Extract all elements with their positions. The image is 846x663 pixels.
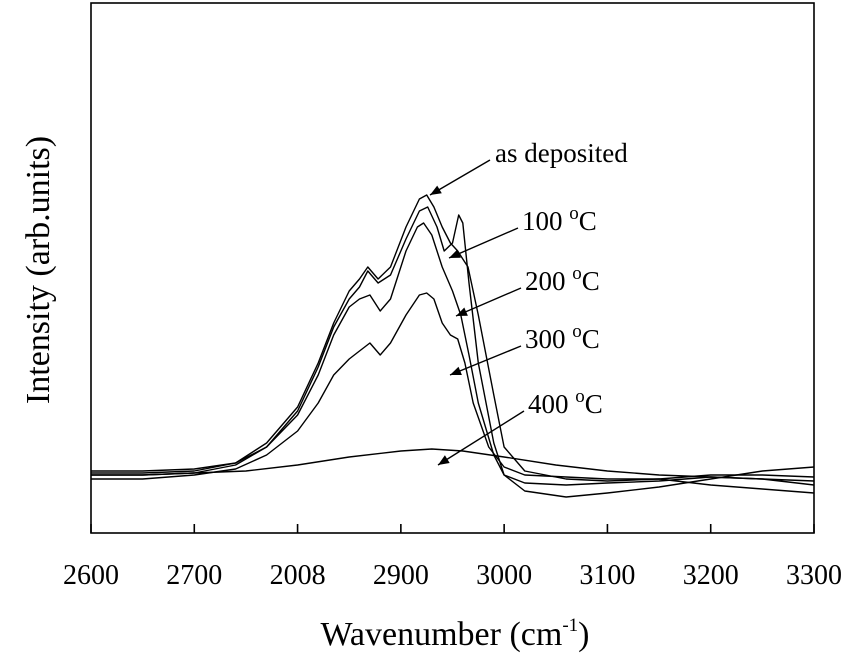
x-tick-label-1: 2700 <box>166 560 222 591</box>
x-tick-label-4: 3000 <box>476 560 532 591</box>
x-tick-label-3: 2900 <box>373 560 429 591</box>
annotation-arrowhead-2 <box>456 307 468 316</box>
series-line-2 <box>91 222 815 486</box>
annotation-arrowhead-4 <box>438 455 450 465</box>
annotation-arrow-4 <box>437 410 525 466</box>
x-tick-label-0: 2600 <box>63 560 119 591</box>
annotation-arrow-1 <box>448 227 519 259</box>
annotation-label-0: as deposited <box>495 138 628 168</box>
x-tick-label-6: 3200 <box>683 560 739 591</box>
plot-frame <box>90 2 815 534</box>
x-ticks <box>90 524 815 533</box>
y-axis-title: Intensity (arb.units) <box>20 136 57 404</box>
annotation-arrow-0 <box>429 159 491 196</box>
annotation-label-2: 200 oC <box>525 263 600 296</box>
curve-annotations: as deposited 100 oC 200 oC 300 oC 400 oC <box>429 138 628 466</box>
annotation-arrow-2 <box>455 287 522 317</box>
series-line-1 <box>91 206 815 498</box>
series-group <box>91 194 815 498</box>
x-tick-labels: 2600 2700 2008 2900 3000 3100 3200 3300 <box>63 560 842 591</box>
annotation-arrow-3 <box>449 345 522 376</box>
series-line-3 <box>91 292 815 480</box>
annotation-arrowhead-3 <box>450 366 462 375</box>
annotation-arrowhead-0 <box>430 185 442 195</box>
annotation-label-3: 300 oC <box>525 321 600 354</box>
series-line-0 <box>91 194 815 494</box>
annotation-label-4: 400 oC <box>528 386 603 419</box>
annotation-label-1: 100 oC <box>522 203 597 236</box>
series-line-4 <box>91 448 815 482</box>
x-tick-label-7: 3300 <box>786 560 842 591</box>
x-tick-label-5: 3100 <box>579 560 635 591</box>
x-tick-label-2: 2008 <box>270 560 326 591</box>
x-axis-title: Wavenumber (cm-1) <box>321 615 590 653</box>
annotation-arrowhead-1 <box>449 249 461 258</box>
